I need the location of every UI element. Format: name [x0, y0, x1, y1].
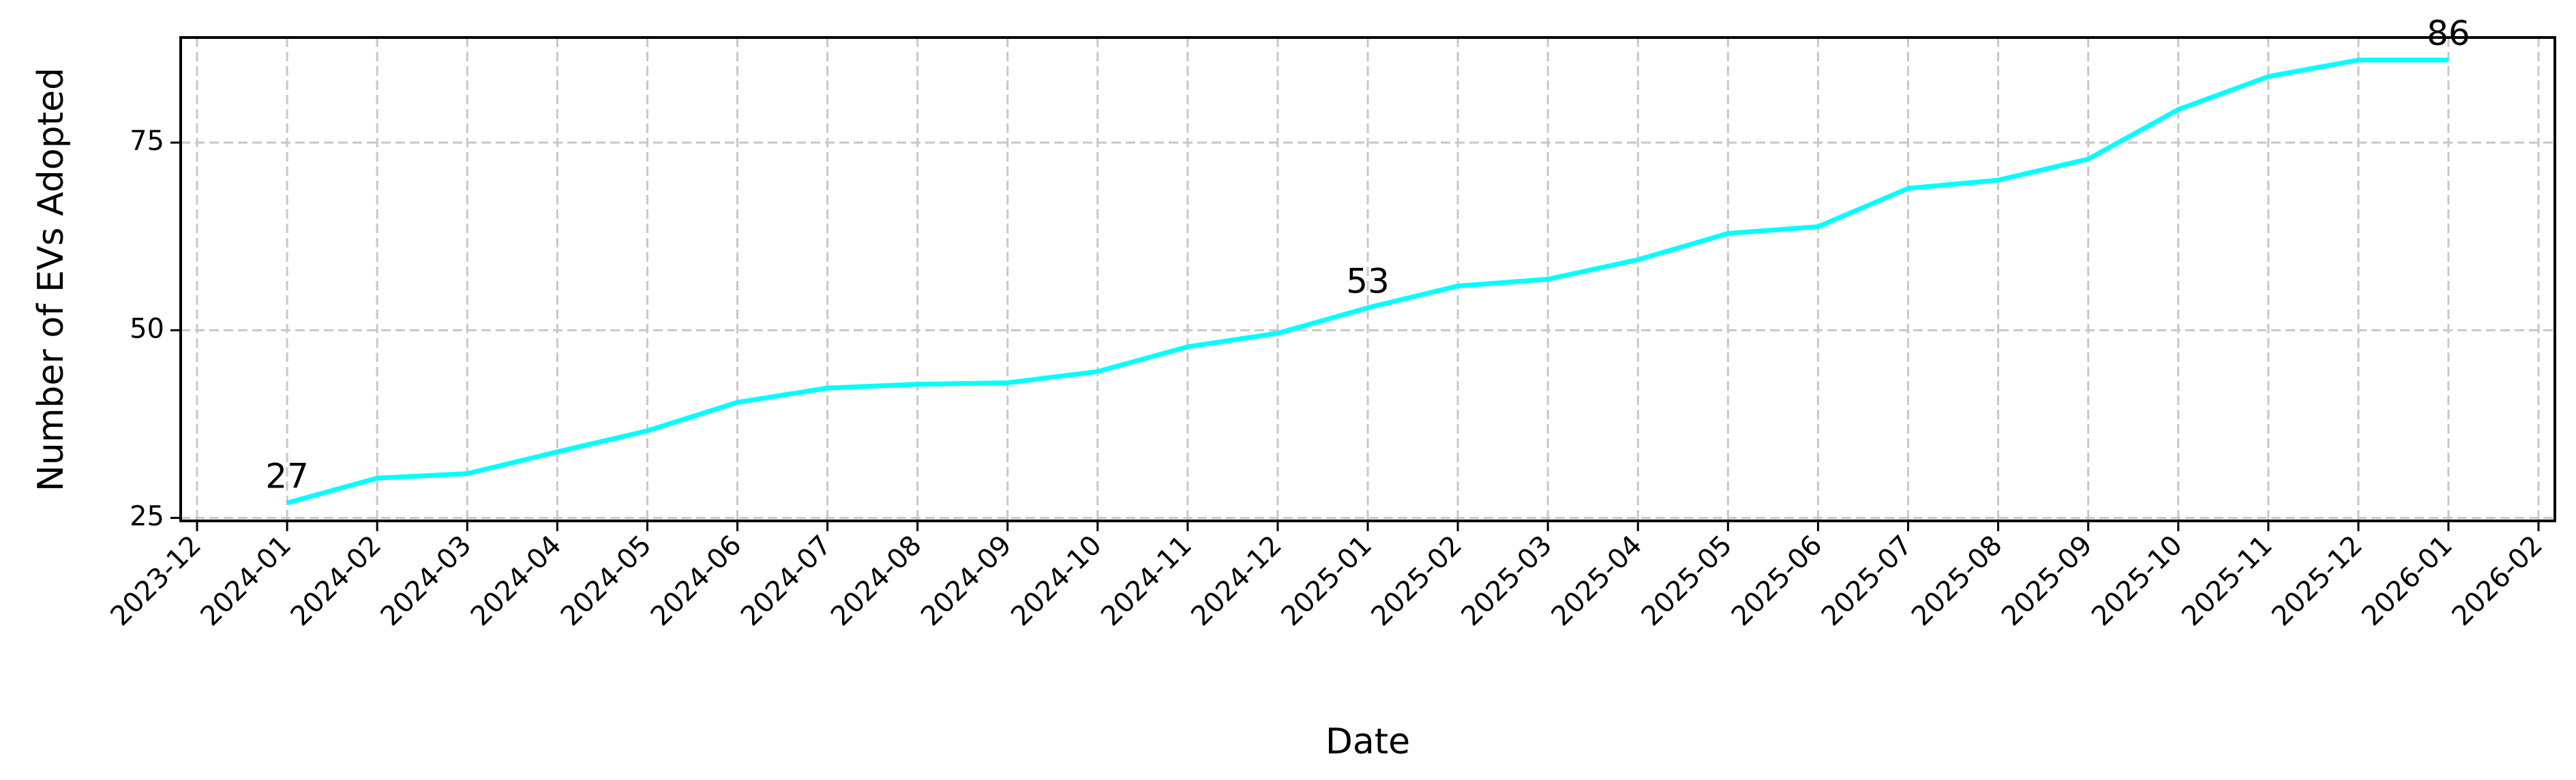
- x-tick-label: 2024-08: [825, 530, 928, 633]
- x-tick-label: 2024-06: [645, 530, 748, 633]
- annotation: 86: [2427, 14, 2470, 53]
- x-tick-label: 2024-05: [555, 530, 658, 633]
- x-tick-label: 2026-02: [2446, 530, 2549, 633]
- x-tick-label: 2025-11: [2176, 530, 2279, 633]
- x-axis-label: Date: [1326, 721, 1410, 762]
- x-tick-label: 2024-12: [1185, 530, 1288, 633]
- data-line: [286, 57, 2448, 505]
- x-tick-label: 2025-04: [1546, 530, 1649, 633]
- x-tick-label: 2025-05: [1636, 530, 1739, 633]
- x-tick-label: 2024-02: [285, 530, 388, 633]
- x-tick-label: 2025-10: [2086, 530, 2189, 633]
- annotation: 53: [1346, 261, 1390, 301]
- x-tick-label: 2024-10: [1005, 530, 1108, 633]
- y-tick-label: 25: [130, 501, 164, 532]
- x-tick-label: 2023-12: [104, 530, 207, 633]
- x-tick-label: 2024-04: [465, 530, 568, 633]
- x-tick-label: 2025-06: [1726, 530, 1829, 633]
- x-tick-label: 2025-03: [1456, 530, 1559, 633]
- x-tick-label: 2024-07: [735, 530, 838, 633]
- x-tick-label: 2025-12: [2266, 530, 2369, 633]
- annotation: 27: [265, 457, 309, 496]
- x-tick-label: 2025-08: [1906, 530, 2009, 633]
- x-tick-label: 2025-09: [1996, 530, 2099, 633]
- plot-frame: [179, 36, 2556, 522]
- y-axis-label: Number of EVs Adopted: [31, 68, 72, 492]
- x-tick-label: 2024-09: [915, 530, 1018, 633]
- x-tick-label: 2025-01: [1275, 530, 1378, 633]
- y-tick-label: 75: [130, 125, 164, 157]
- x-tick-label: 2024-11: [1095, 530, 1198, 633]
- x-tick-label: 2024-01: [194, 530, 297, 633]
- x-tick-label: 2026-01: [2356, 530, 2459, 633]
- x-tick-label: 2025-07: [1816, 530, 1919, 633]
- x-tick-label: 2025-02: [1365, 530, 1468, 633]
- y-tick-label: 50: [130, 313, 164, 344]
- x-tick-label: 2024-03: [375, 530, 478, 633]
